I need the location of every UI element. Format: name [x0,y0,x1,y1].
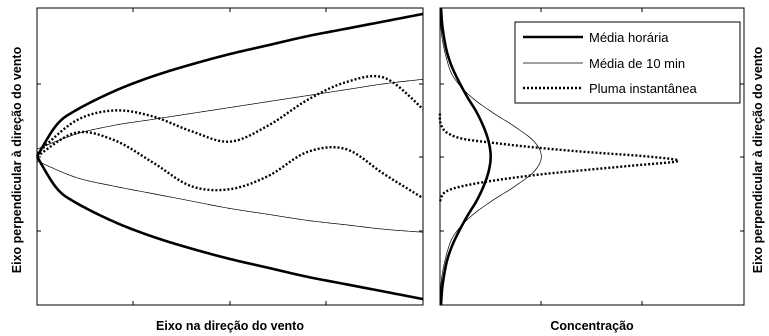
right-x-axis-label: Concentração [550,319,634,333]
profile-line-media-horaria [439,7,492,306]
left-plot-series [35,12,424,301]
legend-label-instant: Pluma instantânea [589,81,697,96]
legend-label-10min: Média de 10 min [589,56,685,71]
right-y-axis-label: Eixo perpendicular à direção do vento [751,46,765,273]
left-axes-box [36,7,424,306]
series-line-media-horaria-lower [35,155,424,301]
right-panel: Média horária Média de 10 min Pluma inst… [438,7,745,306]
series-line-media-horaria-upper [35,12,424,158]
profile-line-media-de-10-min [439,7,542,306]
series-line-pluma-instantanea-upper [36,74,424,155]
left-x-axis-label: Eixo na direção do vento [156,319,304,333]
left-y-axis-label: Eixo perpendicular à direção do vento [10,46,24,273]
series-line-media-de-10-min-lower [36,160,424,233]
right-axes-ticks [440,8,744,305]
legend-box [514,21,741,104]
legend: Média horária Média de 10 min Pluma inst… [514,21,741,104]
left-panel [35,7,424,306]
profile-line-pluma-instantanea [438,111,680,202]
series-line-media-de-10-min-upper [36,78,424,150]
right-plot-series [438,7,680,306]
legend-label-hourly: Média horária [589,30,669,45]
